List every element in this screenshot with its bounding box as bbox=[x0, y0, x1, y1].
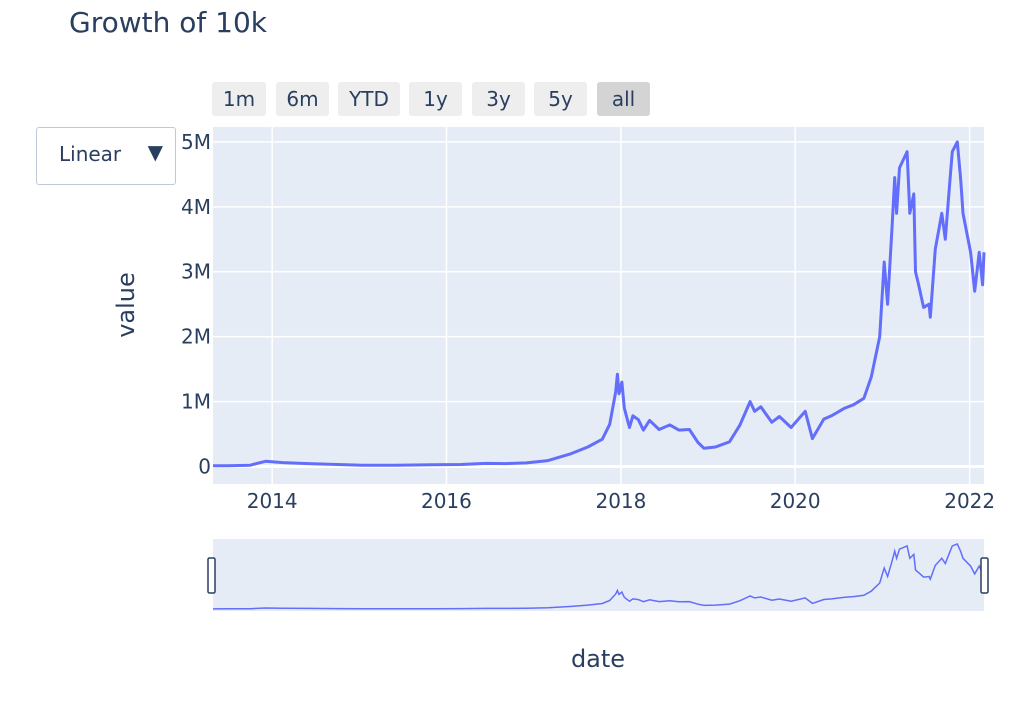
chart-title: Growth of 10k bbox=[69, 6, 267, 39]
y-axis-title: value bbox=[112, 272, 140, 338]
range-button-3y[interactable]: 3y bbox=[472, 82, 525, 116]
x-tick-label: 2020 bbox=[770, 489, 821, 513]
y-tick-label: 0 bbox=[198, 454, 211, 478]
right-handle-icon[interactable] bbox=[980, 557, 989, 594]
rangeslider-line bbox=[212, 543, 985, 610]
y-tick-label: 1M bbox=[181, 390, 211, 414]
scale-dropdown-label: Linear bbox=[59, 142, 122, 166]
left-handle-icon[interactable] bbox=[207, 557, 216, 594]
series-line bbox=[212, 140, 986, 468]
range-button-all[interactable]: all bbox=[597, 82, 650, 116]
x-axis-title: date bbox=[571, 645, 625, 673]
x-tick-label: 2018 bbox=[595, 489, 646, 513]
y-tick-label: 5M bbox=[181, 130, 211, 154]
x-tick-label: 2016 bbox=[421, 489, 472, 513]
range-button-6m[interactable]: 6m bbox=[276, 82, 329, 116]
y-tick-label: 4M bbox=[181, 195, 211, 219]
x-tick-label: 2022 bbox=[944, 489, 995, 513]
triangle-down-icon: ▼ bbox=[147, 140, 163, 164]
y-tick-label: 3M bbox=[181, 260, 211, 284]
y-tick-label: 2M bbox=[181, 325, 211, 349]
scale-dropdown[interactable]: Linear ▼ bbox=[36, 127, 176, 185]
range-button-ytd[interactable]: YTD bbox=[338, 82, 400, 116]
range-button-1m[interactable]: 1m bbox=[212, 82, 266, 116]
plot-area[interactable] bbox=[213, 127, 984, 484]
rangeslider[interactable] bbox=[213, 539, 984, 611]
range-button-5y[interactable]: 5y bbox=[534, 82, 587, 116]
x-tick-label: 2014 bbox=[247, 489, 298, 513]
range-button-1y[interactable]: 1y bbox=[409, 82, 462, 116]
